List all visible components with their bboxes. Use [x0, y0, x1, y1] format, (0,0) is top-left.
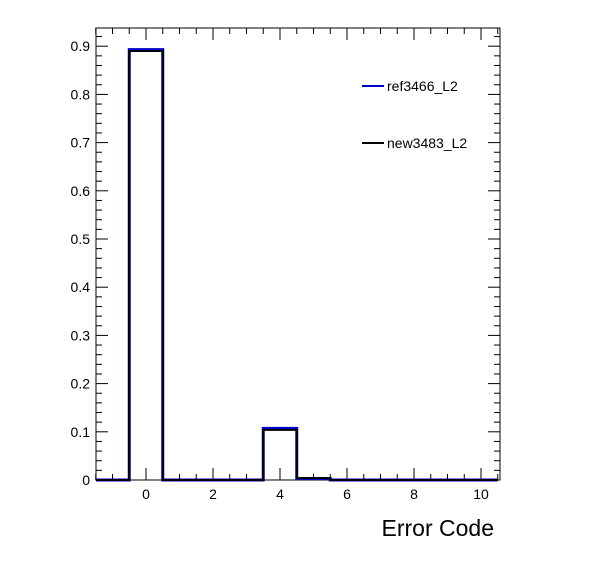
x-tick-label: 4 — [276, 486, 284, 502]
y-tick-label: 0.8 — [71, 86, 91, 102]
legend-label-1: new3483_L2 — [387, 135, 467, 151]
y-tick-label: 0.3 — [71, 327, 91, 343]
x-tick-label: 8 — [410, 486, 418, 502]
y-tick-label: 0.2 — [71, 376, 91, 392]
x-tick-label: 6 — [343, 486, 351, 502]
x-tick-label: 0 — [142, 486, 150, 502]
plot-area-border — [95, 27, 501, 481]
x-axis-title: Error Code — [382, 515, 494, 541]
y-tick-label: 0 — [82, 472, 90, 488]
series-histograms — [96, 48, 498, 482]
y-tick-label: 0.9 — [71, 38, 91, 54]
x-tick-label: 10 — [473, 486, 489, 502]
y-tick-label: 0.7 — [71, 135, 91, 151]
y-tick-label: 0.6 — [71, 183, 91, 199]
y-tick-label: 0.5 — [71, 231, 91, 247]
legend-label-0: ref3466_L2 — [387, 78, 458, 94]
series-0-outline — [96, 48, 498, 482]
legend: ref3466_L2 new3483_L2 — [362, 78, 467, 151]
x-tick-label: 2 — [209, 486, 217, 502]
axis-ticks: 0 2 4 6 8 10 0 0.1 0.2 0.3 0.4 0.5 0.6 0.7 0.8 0.9 — [71, 28, 500, 502]
y-tick-label: 0.4 — [71, 279, 91, 295]
y-tick-label: 0.1 — [71, 424, 91, 440]
series-1-outline — [96, 50, 498, 481]
plot-frame — [95, 27, 501, 481]
